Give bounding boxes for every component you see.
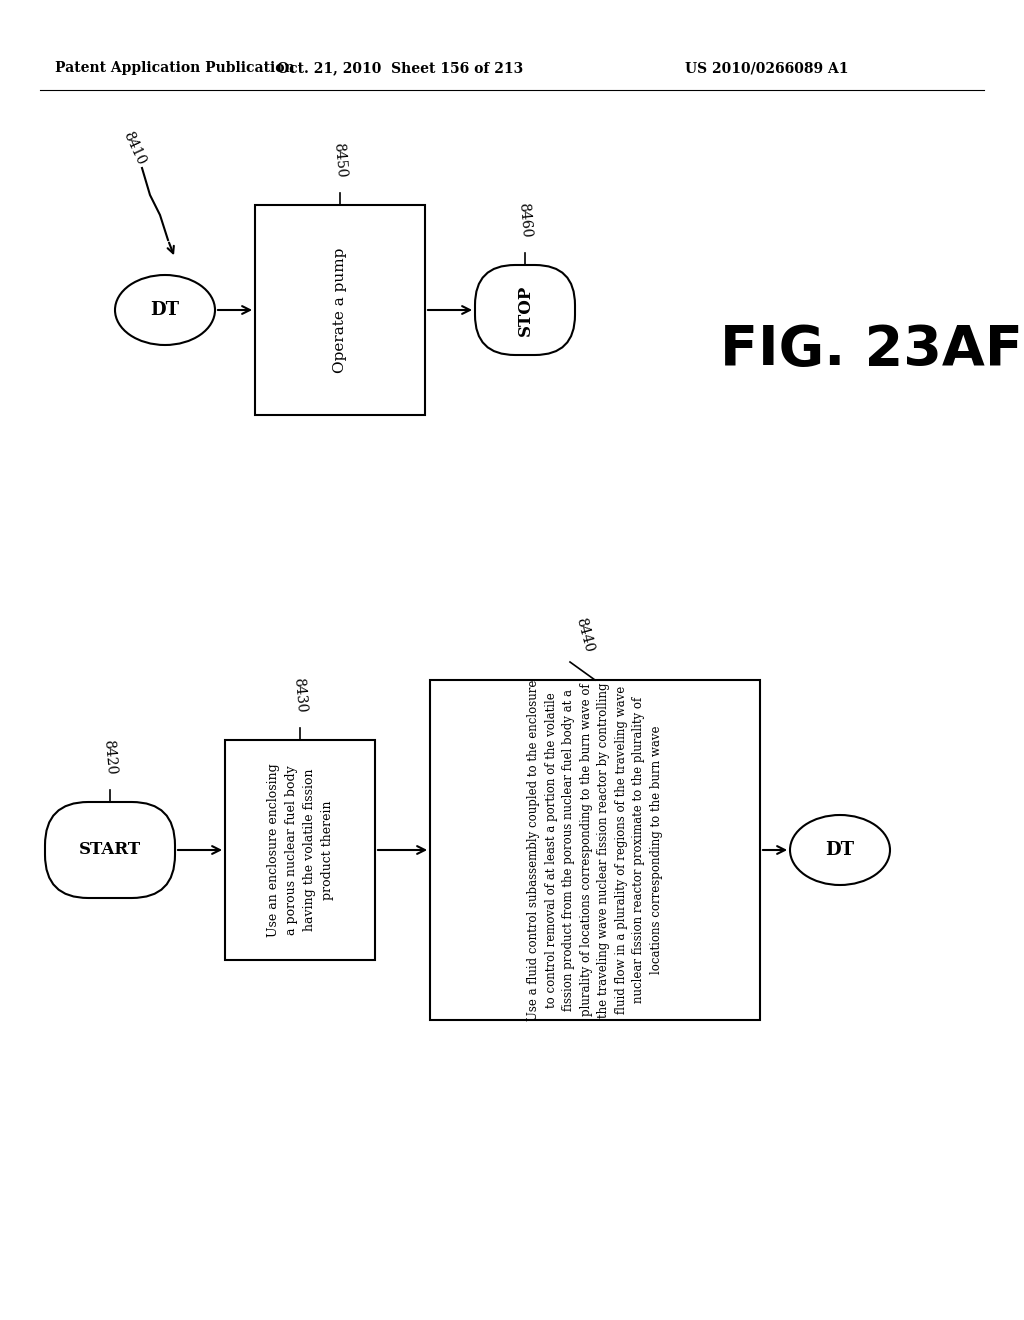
Text: DT: DT xyxy=(151,301,179,319)
Text: 8430: 8430 xyxy=(292,677,308,713)
Text: 8410: 8410 xyxy=(120,129,147,166)
FancyBboxPatch shape xyxy=(225,741,375,960)
Text: FIG. 23AF: FIG. 23AF xyxy=(720,323,1023,378)
Text: Operate a pump: Operate a pump xyxy=(333,247,347,372)
Text: Use an enclosure enclosing
a porous nuclear fuel body
having the volatile fissio: Use an enclosure enclosing a porous nucl… xyxy=(266,763,334,937)
FancyBboxPatch shape xyxy=(45,803,175,898)
Ellipse shape xyxy=(115,275,215,345)
Text: 8450: 8450 xyxy=(332,141,348,178)
Text: 8440: 8440 xyxy=(573,616,596,653)
Ellipse shape xyxy=(790,814,890,884)
FancyBboxPatch shape xyxy=(255,205,425,414)
Text: 8460: 8460 xyxy=(516,202,534,238)
Text: DT: DT xyxy=(825,841,854,859)
FancyBboxPatch shape xyxy=(475,265,575,355)
FancyBboxPatch shape xyxy=(430,680,760,1020)
Text: Patent Application Publication: Patent Application Publication xyxy=(55,61,295,75)
Text: STOP: STOP xyxy=(516,284,534,335)
Text: Oct. 21, 2010  Sheet 156 of 213: Oct. 21, 2010 Sheet 156 of 213 xyxy=(276,61,523,75)
Text: START: START xyxy=(79,842,141,858)
Text: Use a fluid control subassembly coupled to the enclosure
to control removal of a: Use a fluid control subassembly coupled … xyxy=(527,680,663,1020)
Text: 8420: 8420 xyxy=(101,739,119,775)
Text: US 2010/0266089 A1: US 2010/0266089 A1 xyxy=(685,61,849,75)
